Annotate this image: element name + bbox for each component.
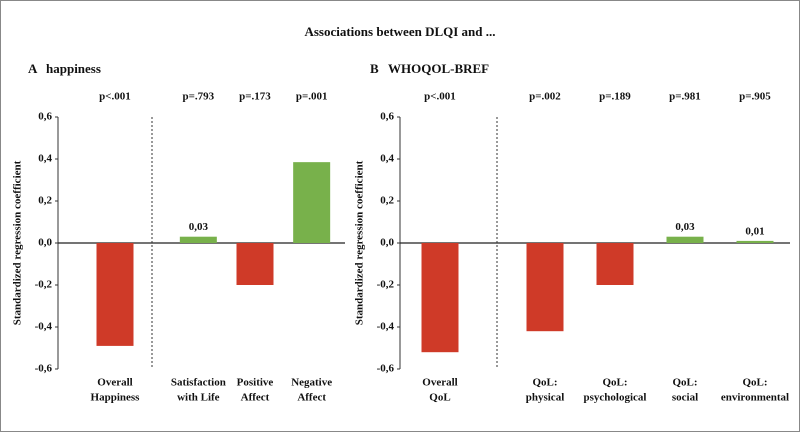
p-value: p=.981: [669, 91, 701, 103]
y-tick-label: 0,2: [380, 195, 394, 207]
y-tick-label: -0,6: [377, 363, 395, 375]
panel-title: WHOQOL-BREF: [388, 61, 489, 76]
value-label: 0,03: [675, 221, 695, 233]
bar: [179, 236, 217, 243]
y-tick-label: 0,6: [380, 111, 394, 123]
y-tick-label: -0,2: [35, 279, 53, 291]
bar: [96, 243, 134, 346]
value-label: 0,03: [189, 221, 209, 233]
bar: [236, 243, 274, 285]
y-tick-label: -0,4: [35, 321, 53, 333]
bar: [293, 162, 331, 243]
y-tick-label: 0,0: [380, 237, 394, 249]
p-value: p=.173: [239, 91, 271, 103]
x-tick-label: Negative: [291, 377, 332, 389]
x-tick-label: Overall: [422, 377, 457, 389]
y-tick-label: -0,2: [377, 279, 395, 291]
figure-title: Associations between DLQI and ...: [304, 24, 495, 39]
panel-title: happiness: [46, 61, 101, 76]
y-tick-label: 0,4: [380, 153, 394, 165]
bar: [666, 236, 704, 243]
y-tick-label: -0,6: [35, 363, 53, 375]
y-axis-label: Standardized regression coefficient: [12, 160, 24, 325]
p-value: p=.002: [529, 91, 561, 103]
y-axis-label: Standardized regression coefficient: [354, 160, 366, 325]
x-tick-label: QoL:: [532, 377, 557, 389]
y-tick-label: -0,4: [377, 321, 395, 333]
p-value: p=.001: [296, 91, 328, 103]
x-tick-label: Affect: [241, 392, 270, 404]
x-tick-label: QoL:: [742, 377, 767, 389]
x-tick-label: QoL:: [602, 377, 627, 389]
p-value: p=.793: [183, 91, 215, 103]
x-tick-label: environmental: [721, 392, 789, 404]
y-tick-label: 0,6: [38, 111, 52, 123]
p-value: p<.001: [99, 91, 131, 103]
x-tick-label: with Life: [177, 392, 220, 404]
x-tick-label: QoL: [429, 392, 450, 404]
p-value: p<.001: [424, 91, 456, 103]
bar: [596, 243, 634, 285]
y-tick-label: 0,2: [38, 195, 52, 207]
x-tick-label: Satisfaction: [171, 377, 226, 389]
value-label: 0,01: [745, 225, 764, 237]
bar: [421, 243, 459, 353]
y-tick-label: 0,4: [38, 153, 52, 165]
panel-letter: A: [28, 61, 38, 76]
x-tick-label: QoL:: [672, 377, 697, 389]
x-tick-label: Affect: [297, 392, 326, 404]
x-tick-label: Overall: [97, 377, 132, 389]
bar: [526, 243, 564, 332]
x-tick-label: Positive: [237, 377, 274, 389]
panel-letter: B: [370, 61, 379, 76]
x-tick-label: psychological: [584, 392, 647, 404]
x-tick-label: Happiness: [91, 392, 141, 404]
p-value: p=.905: [739, 91, 771, 103]
x-tick-label: social: [672, 392, 698, 404]
x-tick-label: physical: [526, 392, 565, 404]
p-value: p=.189: [599, 91, 631, 103]
y-tick-label: 0,0: [38, 237, 52, 249]
bar: [736, 240, 774, 243]
